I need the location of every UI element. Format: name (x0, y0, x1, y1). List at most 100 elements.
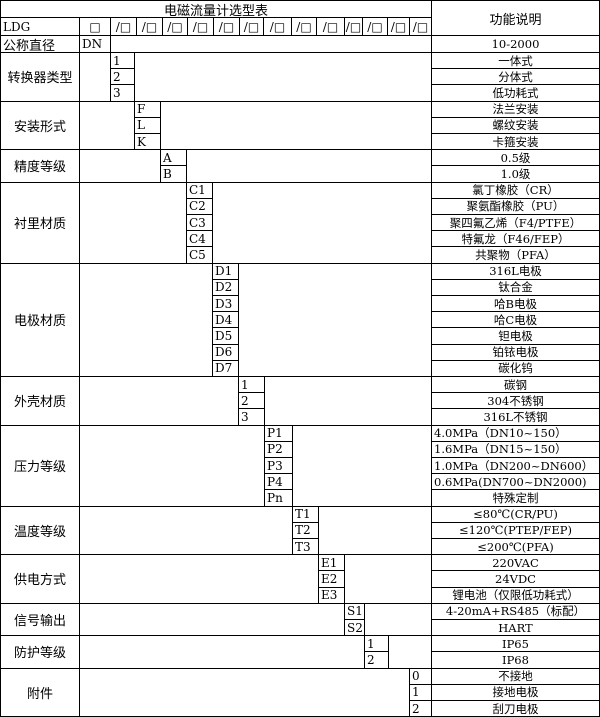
option-desc: 刮刀电极 (431, 700, 600, 717)
option-desc: 哈C电极 (431, 311, 600, 329)
option-code: D5 (212, 327, 239, 345)
option-code: 2 (409, 700, 432, 717)
option-code: 1 (238, 376, 265, 394)
option-desc: 钽电极 (431, 327, 600, 345)
blank-cell (79, 181, 187, 264)
option-code: 2 (238, 392, 265, 410)
option-desc: 316L不锈钢 (431, 408, 600, 426)
option-desc: 0.6MPa(DN700~DN2000) (431, 473, 600, 491)
blank-cell (79, 149, 161, 183)
option-desc: HART (431, 619, 600, 637)
group-label: 精度等级 (0, 149, 80, 183)
option-code: D1 (212, 262, 239, 280)
option-code: A (160, 149, 187, 167)
option-code: C4 (186, 230, 213, 248)
option-desc: IP65 (431, 635, 600, 653)
group-label: 防护等级 (0, 635, 80, 669)
function-header: 功能说明 (431, 0, 600, 36)
option-code: D6 (212, 343, 239, 361)
group-label: 温度等级 (0, 505, 80, 556)
option-desc: 共聚物（PFA） (431, 246, 600, 264)
code-slot: /□ (187, 17, 214, 36)
option-code: 2 (364, 651, 389, 669)
blank-cell (186, 149, 432, 183)
blank-cell (79, 602, 345, 637)
option-code: 0 (409, 667, 432, 685)
group-label: 信号输出 (0, 602, 80, 637)
option-desc: 接地电极 (431, 683, 600, 701)
group-label: 衬里材质 (0, 181, 80, 264)
option-desc: 4-20mA+RS485（标配） (431, 602, 600, 620)
table-title: 电磁流量计选型表 (0, 0, 432, 18)
option-code: T2 (292, 521, 319, 539)
blank-cell (238, 262, 432, 377)
code-slot: /□ (291, 17, 317, 36)
group-label: 附件 (0, 667, 80, 717)
option-desc: 螺纹安装 (431, 116, 600, 134)
option-code: 3 (238, 408, 265, 426)
option-desc: 一体式 (431, 52, 600, 70)
option-code: C2 (186, 197, 213, 215)
option-desc: 特氟龙（F46/FEP） (431, 230, 600, 248)
blank-cell (110, 35, 432, 53)
code-slot: /□ (110, 17, 137, 36)
option-code: D4 (212, 311, 239, 329)
option-code: S1 (344, 602, 365, 620)
option-code: 3 (110, 84, 135, 102)
option-desc: 钛合金 (431, 278, 600, 296)
code-slot: /□ (213, 17, 240, 36)
option-desc: 卡箍安装 (431, 133, 600, 151)
option-desc: 碳化钨 (431, 359, 600, 377)
blank-cell (134, 52, 432, 102)
option-desc: 聚氨酯橡胶（PU） (431, 197, 600, 215)
blank-cell (318, 505, 432, 556)
option-desc: 24VDC (431, 570, 600, 588)
option-code: P1 (264, 424, 293, 442)
blank-cell (79, 424, 265, 507)
option-code: C3 (186, 214, 213, 232)
option-code: E3 (318, 586, 345, 604)
code-slot: /□ (387, 17, 410, 36)
option-desc: 1.6MPa（DN15~150） (431, 440, 600, 458)
option-desc: 聚四氟乙烯（F4/PTFE） (431, 214, 600, 232)
option-code: L (134, 116, 161, 134)
option-code: C1 (186, 181, 213, 199)
option-desc: 哈B电极 (431, 295, 600, 313)
code-slot: /□ (316, 17, 345, 36)
option-code: E1 (318, 554, 345, 572)
nominal-diameter-desc: 10-2000 (431, 35, 600, 53)
option-code: P3 (264, 457, 293, 475)
option-code: S2 (344, 619, 365, 637)
option-desc: 不接地 (431, 667, 600, 685)
option-code: T3 (292, 538, 319, 556)
blank-cell (160, 100, 432, 151)
group-label: 转换器类型 (0, 52, 80, 102)
nominal-diameter-label: 公称直径 (0, 35, 80, 53)
code-slot: /□ (362, 17, 388, 36)
option-code: Pn (264, 489, 293, 507)
option-code: P4 (264, 473, 293, 491)
code-slot: /□ (409, 17, 432, 36)
option-code: 1 (409, 683, 432, 701)
blank-cell (79, 505, 293, 556)
option-code: B (160, 165, 187, 183)
group-label: 供电方式 (0, 554, 80, 604)
option-code: 1 (110, 52, 135, 70)
group-label: 安装形式 (0, 100, 80, 151)
model-code: LDG (0, 17, 80, 36)
blank-cell (344, 554, 432, 604)
blank-cell (79, 262, 213, 377)
code-slot: /□ (136, 17, 163, 36)
blank-cell (388, 635, 432, 669)
blank-cell (79, 635, 365, 669)
option-code: 2 (110, 68, 135, 86)
nominal-diameter-code: DN (79, 35, 111, 53)
option-code: D2 (212, 278, 239, 296)
option-desc: IP68 (431, 651, 600, 669)
option-code: 1 (364, 635, 389, 653)
blank-cell (79, 667, 410, 717)
group-label: 电极材质 (0, 262, 80, 377)
option-desc: ≤120℃(PTEP/FEP) (431, 521, 600, 539)
option-code: P2 (264, 440, 293, 458)
option-desc: 特殊定制 (431, 489, 600, 507)
